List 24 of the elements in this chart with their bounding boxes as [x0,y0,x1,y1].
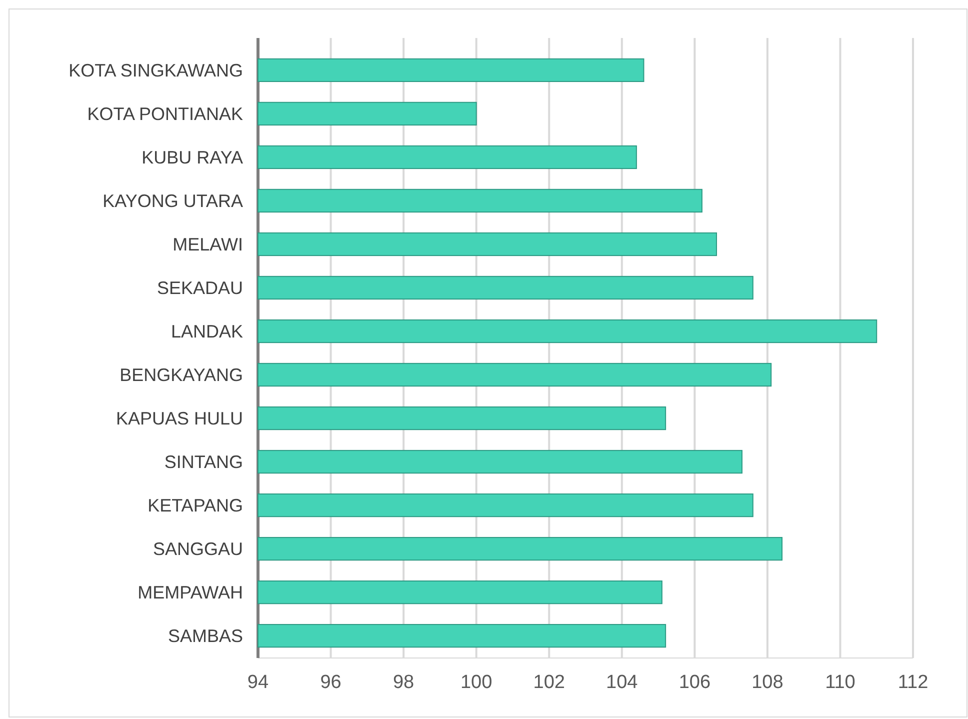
y-tick-label: KETAPANG [148,496,243,516]
y-tick-label: KOTA PONTIANAK [87,104,243,124]
x-tick-label: 96 [320,672,342,693]
y-tick-label: SANGGAU [152,539,243,560]
x-tick-label: 100 [460,672,492,693]
x-tick-label: 108 [752,672,784,693]
x-tick-label: 106 [678,672,711,693]
y-tick-label: BENGKAYANG [120,365,243,386]
x-tick-label: 94 [247,672,269,693]
y-tick-label: MELAWI [172,234,243,255]
y-tick-label: KAPUAS HULU [116,408,243,429]
y-tick-label: MEMPAWAH [138,582,243,603]
y-tick-label: SINTANG [164,452,243,472]
x-tick-label: 110 [825,672,856,693]
x-tick-label: 102 [533,672,565,693]
y-tick-label: KUBU RAYA [142,148,243,168]
y-tick-label: KOTA SINGKAWANG [68,60,243,80]
y-tick-label: SAMBAS [168,626,243,646]
x-tick-label: 104 [606,672,638,693]
x-tick-label: 112 [898,672,928,693]
y-tick-label: LANDAK [170,322,243,342]
x-tick-label: 98 [392,672,414,693]
y-tick-label: SEKADAU [156,278,243,298]
y-tick-label: KAYONG UTARA [102,191,243,212]
